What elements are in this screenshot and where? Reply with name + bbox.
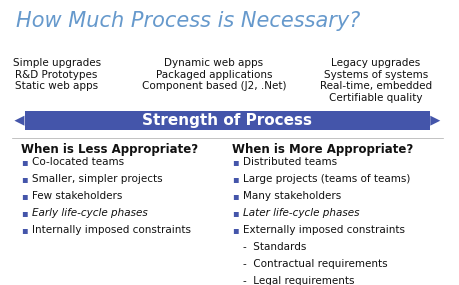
Text: ▪: ▪ [21,225,27,235]
Text: ▪: ▪ [21,174,27,184]
Text: ▪: ▪ [231,208,238,218]
Text: ▪: ▪ [231,191,238,201]
Text: Later life-cycle phases: Later life-cycle phases [242,208,359,218]
FancyBboxPatch shape [25,111,429,130]
Text: When is Less Appropriate?: When is Less Appropriate? [21,143,197,156]
Text: ▪: ▪ [231,225,238,235]
Text: ▪: ▪ [231,174,238,184]
Text: Legacy upgrades
Systems of systems
Real-time, embedded
Certifiable quality: Legacy upgrades Systems of systems Real-… [319,58,431,103]
Text: ▪: ▪ [21,191,27,201]
Text: Strength of Process: Strength of Process [142,113,312,128]
Text: Smaller, simpler projects: Smaller, simpler projects [32,174,162,184]
Text: -  Legal requirements: - Legal requirements [242,276,354,285]
Text: Many stakeholders: Many stakeholders [242,191,341,201]
Text: Simple upgrades
R&D Prototypes
Static web apps: Simple upgrades R&D Prototypes Static we… [12,58,101,91]
Text: Few stakeholders: Few stakeholders [32,191,122,201]
Text: Dynamic web apps
Packaged applications
Component based (J2, .Net): Dynamic web apps Packaged applications C… [141,58,285,91]
Text: Internally imposed constraints: Internally imposed constraints [32,225,190,235]
FancyArrowPatch shape [14,116,439,126]
Text: How Much Process is Necessary?: How Much Process is Necessary? [16,11,360,31]
Text: ▪: ▪ [231,157,238,167]
Text: -  Contractual requirements: - Contractual requirements [242,259,387,269]
Text: When is More Appropriate?: When is More Appropriate? [231,143,412,156]
Text: Externally imposed constraints: Externally imposed constraints [242,225,404,235]
Text: Early life-cycle phases: Early life-cycle phases [32,208,147,218]
Text: Distributed teams: Distributed teams [242,157,336,167]
Text: Co-located teams: Co-located teams [32,157,124,167]
Text: Large projects (teams of teams): Large projects (teams of teams) [242,174,409,184]
Text: -  Standards: - Standards [242,242,306,252]
Text: ▪: ▪ [21,157,27,167]
Text: ▪: ▪ [21,208,27,218]
